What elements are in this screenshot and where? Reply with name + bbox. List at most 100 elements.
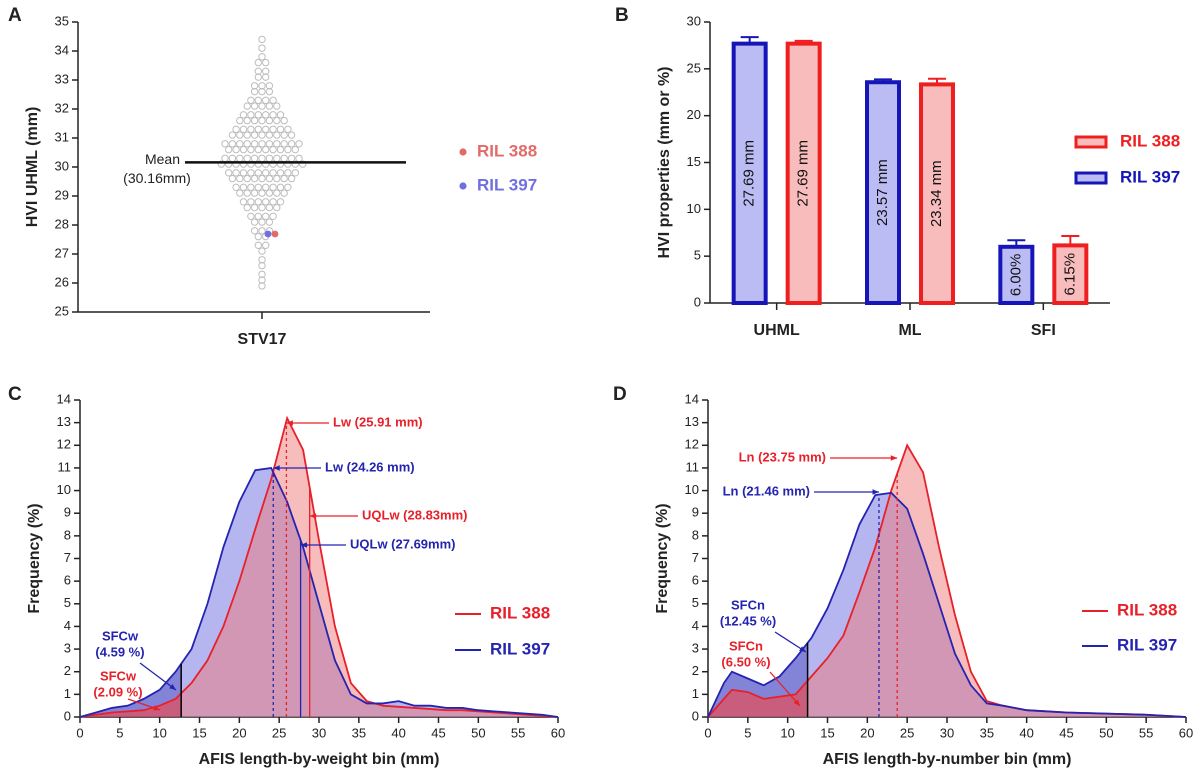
swarm-point <box>262 212 270 221</box>
marker-label: Ln (23.75 mm) <box>739 449 826 464</box>
panel-label: B <box>615 5 629 26</box>
swarm-point <box>258 261 266 270</box>
y-tick-label: 5 <box>694 248 701 263</box>
x-tick-label: 20 <box>232 725 246 740</box>
swarm-point <box>276 160 285 168</box>
y-tick-label: 29 <box>55 187 69 202</box>
swarm-point <box>239 183 248 192</box>
swarm-point <box>284 125 292 134</box>
swarm-point <box>225 169 233 177</box>
y-tick-label: 6 <box>692 573 699 588</box>
swarm-point <box>269 160 277 168</box>
swarm-point <box>273 131 281 139</box>
swarm-point <box>269 212 277 221</box>
bar <box>731 41 768 306</box>
x-tick-label: ML <box>898 322 921 339</box>
y-tick-label: 13 <box>685 414 699 429</box>
swarm-point <box>276 198 285 206</box>
sfc-area <box>80 693 182 717</box>
y-tick-label: 3 <box>64 641 71 656</box>
x-tick-label: 0 <box>704 725 711 740</box>
arrow-head <box>890 455 898 461</box>
swarm-point <box>280 174 288 183</box>
y-tick-label: 27 <box>55 245 69 260</box>
y-tick-label: 1 <box>64 686 71 701</box>
y-tick-label: 12 <box>57 437 71 452</box>
bar <box>919 82 955 305</box>
x-tick-label: 50 <box>1099 725 1113 740</box>
swarm-point <box>250 131 259 139</box>
annotation-arrow <box>139 662 177 691</box>
swarm-point <box>265 218 274 226</box>
swarm-point <box>247 160 255 168</box>
x-tick-label: 60 <box>551 725 565 740</box>
value-label: 27.69 mm <box>741 140 758 207</box>
value-label: 27.69 mm <box>795 140 812 207</box>
legend-swatch <box>1074 135 1108 149</box>
swarm-point <box>239 198 248 206</box>
y-tick-label: 10 <box>687 201 701 216</box>
x-tick-label: 15 <box>192 725 206 740</box>
x-axis-title: AFIS length-by-number bin (mm) <box>823 751 1072 768</box>
swarm-point <box>284 145 292 154</box>
arrow-head <box>153 705 160 711</box>
x-tick-label: 35 <box>980 725 994 740</box>
y-tick-label: 9 <box>692 505 699 520</box>
x-tick-label: 50 <box>471 725 485 740</box>
swarm-point <box>258 140 266 148</box>
swarm-point <box>254 169 262 177</box>
y-tick-label: 25 <box>687 60 701 75</box>
swarm-point <box>258 44 266 52</box>
panel-label: C <box>8 384 22 405</box>
swarm-point <box>250 82 259 90</box>
swarm-point <box>250 116 259 125</box>
x-tick-label: 5 <box>744 725 751 740</box>
y-tick-label: 30 <box>55 158 69 173</box>
legend-label: RIL 388 <box>490 603 550 622</box>
swarm-point <box>232 169 240 177</box>
y-tick-label: 0 <box>692 708 699 723</box>
legend-label: RIL 397 <box>477 175 537 194</box>
x-tick-label: 0 <box>76 725 83 740</box>
swarm-point <box>232 145 240 154</box>
swarm-point <box>258 82 266 90</box>
swarm-point <box>254 183 262 192</box>
arrow-head <box>309 513 317 519</box>
y-tick-label: 6 <box>64 573 71 588</box>
swarm-point <box>243 189 251 197</box>
swarm-point <box>254 73 262 81</box>
y-axis-title: Frequency (%) <box>654 503 671 613</box>
swarm-point <box>287 154 296 163</box>
y-axis-title: Frequency (%) <box>26 503 43 613</box>
swarm-point <box>265 189 274 197</box>
swarm-point <box>250 154 259 163</box>
swarm-point <box>250 174 259 183</box>
swarm-point <box>254 198 262 206</box>
x-tick-label: 25 <box>272 725 286 740</box>
swarm-point <box>273 174 281 183</box>
swarm-point <box>262 58 270 67</box>
annotation-arrow <box>769 671 801 707</box>
swarm-point <box>247 198 255 206</box>
value-label: 23.57 mm <box>874 159 891 226</box>
swarm-point <box>254 58 262 67</box>
y-tick-label: 5 <box>64 595 71 610</box>
x-tick-label: 10 <box>152 725 166 740</box>
y-tick-label: 7 <box>692 550 699 565</box>
swarm-point <box>291 169 299 177</box>
swarm-point <box>280 131 288 139</box>
swarm-point <box>221 154 229 163</box>
swarm-point <box>291 145 299 154</box>
swarm-point <box>254 212 262 221</box>
swarm-point <box>262 67 270 76</box>
swarm-point <box>291 160 299 168</box>
area <box>708 445 1186 717</box>
line <box>707 491 1187 718</box>
swarm-point <box>273 140 281 148</box>
y-tick-label: 10 <box>685 482 699 497</box>
bar <box>1052 243 1089 306</box>
swarm-point <box>258 87 266 96</box>
swarm-point <box>269 198 277 206</box>
x-tick-label: 55 <box>511 725 525 740</box>
sfc-label: (12.45 %) <box>720 613 776 628</box>
